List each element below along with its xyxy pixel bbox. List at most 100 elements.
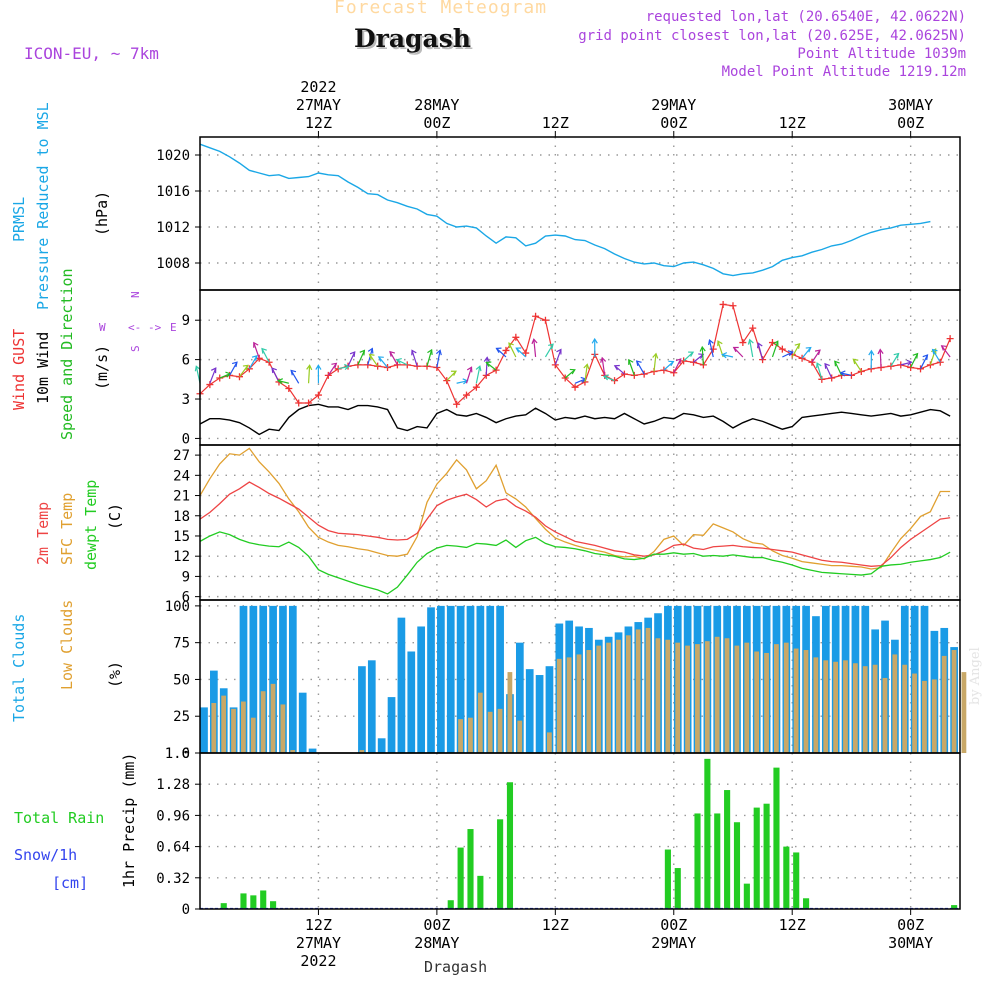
wind-direction-arrowhead (747, 338, 754, 345)
bar-low-clouds (280, 704, 286, 753)
x-tick-label-top: 2022 (300, 78, 336, 96)
x-tick-label-bottom: 30MAY (888, 934, 933, 952)
bar-low-clouds (576, 654, 582, 753)
x-tick-label-top: 12Z (305, 114, 332, 132)
x-tick-label-top: 00Z (660, 114, 687, 132)
gust-point-marker (640, 370, 648, 378)
wind-direction-arrowhead (814, 349, 821, 356)
gust-point-marker (778, 345, 786, 353)
x-tick-label-bottom: 2022 (300, 952, 336, 970)
wind-direction-arrow (900, 361, 912, 366)
model-label: ICON-EU, ~ 7km (24, 44, 159, 63)
bar-low-clouds (675, 642, 681, 753)
axis-label-wind-gust: Wind GUST (10, 329, 28, 410)
bar-total-clouds (920, 605, 929, 753)
bar-low-clouds (231, 708, 236, 753)
bar-total-clouds (367, 660, 376, 753)
wind-direction-arrowhead (367, 347, 374, 354)
wind-direction-arrow (910, 353, 919, 368)
wind-direction-arrow (722, 354, 734, 358)
x-tick-label-top: 27MAY (296, 96, 341, 114)
bar-low-clouds (507, 672, 513, 753)
wind-direction-arrowhead (688, 351, 695, 357)
wind-direction-arrowhead (290, 369, 297, 376)
gust-point-marker (354, 361, 362, 369)
wind-direction-arrowhead (699, 345, 706, 352)
gust-point-marker (946, 335, 954, 343)
wind-direction-arrow (338, 365, 350, 370)
gust-point-marker (462, 391, 470, 399)
wind-direction-arrow (426, 349, 433, 367)
bar-total-rain (793, 852, 800, 909)
bar-low-clouds (556, 658, 562, 753)
bar-low-clouds (606, 642, 611, 753)
bar-total-clouds (427, 607, 435, 753)
bar-low-clouds (546, 732, 552, 753)
wind-direction-arrow (209, 367, 217, 384)
bar-low-clouds (823, 660, 829, 753)
bar-low-clouds (586, 650, 592, 753)
compass-n-label: N (129, 291, 142, 298)
gust-point-marker (739, 339, 747, 347)
bar-low-clouds (497, 708, 503, 753)
bar-low-clouds (754, 651, 760, 753)
gust-point-marker (393, 361, 401, 369)
wind-direction-arrowhead (435, 349, 442, 356)
bar-low-clouds (744, 642, 750, 753)
wind-direction-arrow (840, 372, 852, 376)
wind-direction-arrowhead (583, 363, 590, 370)
bar-low-clouds (704, 641, 710, 753)
y-tick-label: 1016 (156, 184, 190, 200)
gust-point-marker (453, 400, 461, 408)
gust-point-marker (305, 399, 313, 407)
bar-low-clouds (774, 644, 779, 753)
x-tick-label-bottom: 29MAY (651, 934, 696, 952)
wind-direction-arrow (411, 350, 418, 367)
bar-total-clouds (446, 605, 455, 753)
gust-point-marker (522, 349, 530, 357)
bar-low-clouds (931, 679, 937, 753)
bar-total-clouds (387, 697, 396, 753)
x-tick-label-bottom: 12Z (779, 916, 806, 934)
wind-direction-arrowhead (613, 364, 620, 371)
bar-total-rain (664, 849, 671, 909)
bar-low-clouds (645, 627, 651, 753)
wind-direction-arrowhead (344, 363, 351, 371)
wind-direction-arrowhead (411, 349, 417, 356)
bar-low-clouds (882, 677, 888, 753)
wind-direction-arrowhead (635, 360, 642, 367)
bar-total-rain (704, 758, 711, 909)
y-tick-label: 12 (173, 549, 190, 565)
wind-direction-arrow (749, 339, 754, 358)
y-tick-label: 1.6 (165, 746, 190, 762)
axis-label-wind-unit: (m/s) (93, 345, 111, 390)
compass-arrow-east: -> (148, 321, 162, 334)
wind-direction-arrowhead (475, 365, 482, 372)
wind-direction-arrow (791, 343, 801, 358)
bar-low-clouds (241, 701, 246, 753)
bar-low-clouds (724, 638, 730, 753)
bar-total-rain (447, 900, 454, 909)
wind-direction-arrow (389, 351, 398, 366)
y-tick-label: 18 (173, 509, 190, 525)
bar-total-clouds (437, 605, 445, 753)
bar-total-clouds (298, 692, 307, 753)
gust-point-marker (690, 358, 698, 366)
wind-direction-arrowhead (315, 364, 322, 370)
watermark: by Angel (968, 647, 983, 705)
bar-total-rain (724, 790, 731, 909)
wind-direction-arrowhead (816, 362, 822, 369)
wind-direction-arrowhead (893, 352, 900, 359)
wind-direction-arrowhead (756, 342, 763, 349)
wind-direction-arrowhead (271, 367, 277, 374)
gust-point-marker (532, 312, 540, 320)
gust-point-marker (571, 383, 579, 391)
bar-total-clouds (377, 738, 386, 753)
wind-direction-arrowhead (717, 340, 723, 347)
wind-direction-arrowhead (906, 359, 913, 366)
wind-direction-arrowhead (675, 358, 682, 365)
wind-direction-arrowhead (877, 348, 884, 355)
series-line-10m-wind (199, 403, 951, 436)
wind-direction-arrow (261, 348, 270, 363)
bar-low-clouds (625, 635, 631, 753)
